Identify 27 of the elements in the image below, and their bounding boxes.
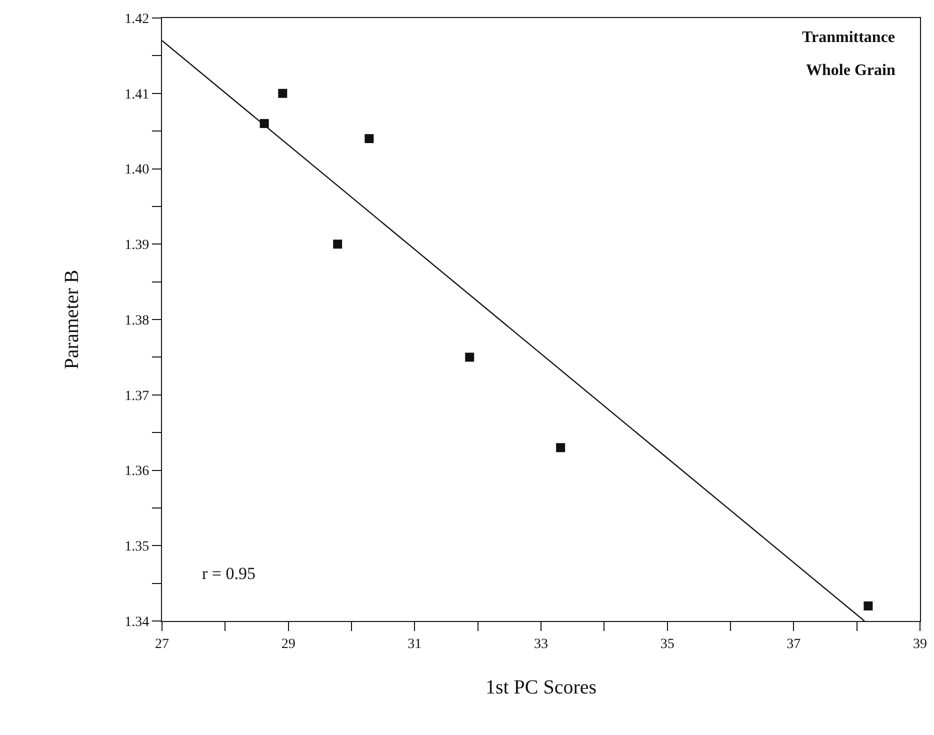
x-tick-label: 33 bbox=[534, 636, 548, 652]
x-tick-label: 37 bbox=[786, 636, 801, 652]
point bbox=[333, 240, 342, 249]
x-tick-label: 31 bbox=[408, 636, 422, 652]
point bbox=[364, 134, 374, 144]
annotation: r = 0.95 bbox=[202, 564, 256, 583]
x-tick-label: 39 bbox=[913, 636, 927, 652]
y-tick-label: 1.40 bbox=[124, 162, 150, 178]
x-tick-label: 35 bbox=[660, 636, 674, 652]
y-tick-label: 1.42 bbox=[124, 12, 150, 27]
y-tick-label: 1.37 bbox=[124, 388, 150, 404]
point bbox=[556, 443, 566, 452]
x-axis-title: 1st PC Scores bbox=[485, 676, 597, 698]
y-tick-label: 1.36 bbox=[124, 464, 150, 480]
x-tick-label: 27 bbox=[155, 636, 169, 652]
y-tick-label: 1.35 bbox=[124, 540, 150, 555]
point bbox=[864, 601, 873, 610]
x-tick-label: 29 bbox=[281, 636, 296, 652]
y-axis-title: Parameter B bbox=[61, 270, 84, 370]
point bbox=[465, 352, 474, 362]
y-tick-label: 1.41 bbox=[124, 87, 150, 102]
y-tick-label: 1.39 bbox=[124, 238, 150, 254]
annotation: Whole Grain bbox=[806, 62, 896, 79]
annotation: Tranmittance bbox=[802, 29, 896, 46]
y-tick-label: 1.38 bbox=[124, 313, 150, 328]
point bbox=[278, 88, 288, 98]
y-tick-label: 1.34 bbox=[124, 614, 150, 630]
